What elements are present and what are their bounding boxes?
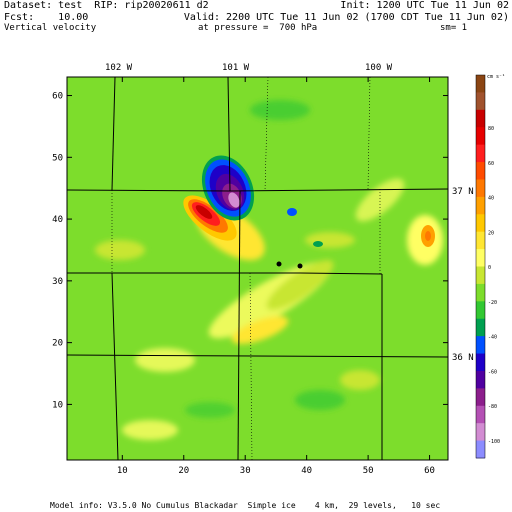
colorbar-swatch bbox=[476, 249, 485, 267]
station-marker bbox=[276, 261, 282, 267]
colorbar-swatch bbox=[476, 283, 485, 302]
x-axis: 10 20 30 40 50 60 bbox=[117, 77, 435, 476]
colorbar-label: -40 bbox=[488, 335, 497, 341]
colorbar-swatch bbox=[476, 353, 485, 372]
colorbar-label: 0 bbox=[488, 265, 491, 271]
colorbar-label: -80 bbox=[488, 404, 497, 410]
lon-label-102w: 102 W bbox=[105, 63, 133, 73]
valid-time-label: Valid: 2200 UTC Tue 11 Jun 02 (1700 CDT … bbox=[183, 12, 509, 23]
colorbar-swatch bbox=[476, 179, 485, 198]
x-tick-label: 30 bbox=[240, 466, 251, 476]
colorbar: 80 60 40 20 0 -20 -40 -60 -80 -100 bbox=[475, 74, 500, 459]
colorbar-label: 80 bbox=[488, 126, 494, 132]
station-marker bbox=[297, 263, 303, 269]
x-tick-label: 20 bbox=[178, 466, 189, 476]
colorbar-swatch bbox=[476, 440, 485, 459]
colorbar-label: 60 bbox=[488, 161, 494, 167]
colorbar-label: -60 bbox=[488, 369, 497, 375]
colorbar-swatch bbox=[476, 423, 485, 442]
lon-label-100w: 100 W bbox=[365, 63, 393, 73]
y-tick-label: 10 bbox=[52, 400, 63, 410]
county-lines bbox=[111, 77, 381, 460]
smoothing-label: sm= 1 bbox=[440, 23, 468, 33]
init-time-label: Init: 1200 UTC Tue 11 Jun 02 bbox=[340, 0, 509, 11]
colorbar-swatch bbox=[476, 92, 485, 111]
colorbar-label: -20 bbox=[488, 300, 497, 306]
colorbar-swatch bbox=[476, 75, 485, 93]
y-tick-label: 20 bbox=[52, 339, 63, 349]
colorbar-label: 40 bbox=[488, 196, 494, 202]
colorbar-swatch bbox=[476, 214, 485, 233]
colorbar-frame bbox=[475, 74, 486, 459]
downdraft-core bbox=[201, 155, 255, 221]
colorbar-swatch bbox=[476, 388, 485, 407]
y-tick-label: 60 bbox=[52, 92, 63, 102]
colorbar-swatch bbox=[476, 318, 485, 337]
pressure-level-label: at pressure = 700 hPa bbox=[198, 23, 318, 33]
forecast-hour-label: Fcst: 10.00 bbox=[4, 12, 89, 23]
colorbar-swatch bbox=[476, 144, 485, 163]
y-tick-label: 50 bbox=[52, 153, 63, 163]
model-info-footer: Model info: V3.5.0 No Cumulus Blackadar … bbox=[50, 501, 441, 510]
plot-frame bbox=[66, 76, 449, 461]
east-updraft bbox=[425, 231, 431, 241]
updraft-core bbox=[183, 195, 237, 241]
x-tick-label: 50 bbox=[363, 466, 374, 476]
colorbar-label: -100 bbox=[488, 439, 500, 445]
colorbar-swatch bbox=[476, 405, 485, 424]
y-tick-label: 40 bbox=[52, 215, 63, 225]
small-downdraft bbox=[287, 208, 297, 216]
colorbar-swatch bbox=[476, 231, 485, 250]
state-borders bbox=[67, 77, 448, 460]
y-tick-label: 30 bbox=[52, 277, 63, 287]
x-tick-label: 10 bbox=[117, 466, 128, 476]
colorbar-swatch bbox=[476, 109, 485, 128]
colorbar-swatch bbox=[476, 127, 485, 146]
y-axis: 10 20 30 40 50 60 bbox=[52, 92, 448, 410]
small-downdraft bbox=[313, 241, 323, 247]
vertical-velocity-field bbox=[67, 77, 448, 460]
colorbar-swatch bbox=[476, 301, 485, 320]
colorbar-swatch bbox=[476, 370, 485, 389]
field-name-label: Vertical velocity bbox=[4, 23, 97, 33]
colorbar-swatch bbox=[476, 336, 485, 355]
x-tick-label: 40 bbox=[301, 466, 312, 476]
lat-label-37n: 37 N bbox=[452, 187, 474, 197]
lon-label-101w: 101 W bbox=[222, 63, 250, 73]
lat-label-36n: 36 N bbox=[452, 353, 474, 363]
colorbar-swatch bbox=[476, 196, 485, 215]
dataset-label: Dataset: test RIP: rip20020611 d2 bbox=[4, 0, 209, 11]
colorbar-swatch bbox=[476, 162, 485, 180]
x-tick-label: 60 bbox=[424, 466, 435, 476]
colorbar-label: 20 bbox=[488, 230, 494, 236]
colorbar-swatch bbox=[476, 266, 485, 285]
colorbar-units: cm s⁻¹ bbox=[487, 74, 505, 80]
